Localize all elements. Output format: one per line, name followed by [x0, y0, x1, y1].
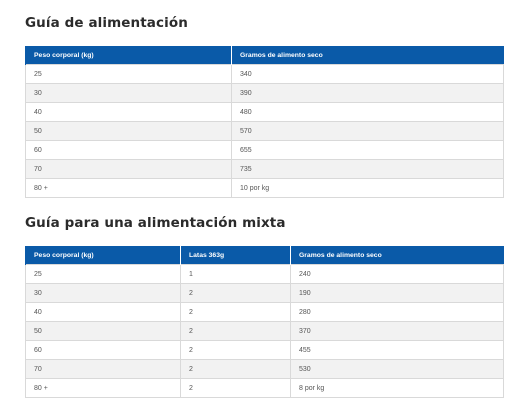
weight-cell: 25 — [25, 64, 232, 84]
weight-cell: 70 — [25, 359, 181, 379]
table-header-row: Peso corporal (kg) Gramos de alimento se… — [25, 46, 504, 65]
weight-cell: 30 — [25, 83, 232, 103]
column-header-cans: Latas 363g — [180, 246, 291, 265]
table-row: 40 2 280 — [25, 302, 504, 322]
feeding-guide-title: Guía de alimentación — [25, 15, 188, 31]
table-row: 60 2 455 — [25, 340, 504, 360]
dry-food-cell: 655 — [231, 140, 504, 160]
table-row: 50 570 — [25, 121, 504, 141]
cans-cell: 2 — [180, 321, 291, 341]
dry-food-cell: 240 — [290, 264, 504, 284]
feeding-guide-table: Peso corporal (kg) Gramos de alimento se… — [25, 46, 504, 198]
dry-food-cell: 390 — [231, 83, 504, 103]
weight-cell: 30 — [25, 283, 181, 303]
weight-cell: 25 — [25, 264, 181, 284]
weight-cell: 40 — [25, 102, 232, 122]
dry-food-cell: 455 — [290, 340, 504, 360]
weight-cell: 70 — [25, 159, 232, 179]
weight-cell: 60 — [25, 140, 232, 160]
dry-food-cell: 480 — [231, 102, 504, 122]
table-row: 30 390 — [25, 83, 504, 103]
dry-food-cell: 8 por kg — [290, 378, 504, 398]
mixed-guide-table: Peso corporal (kg) Latas 363g Gramos de … — [25, 246, 504, 398]
weight-cell: 80 + — [25, 178, 232, 198]
dry-food-cell: 570 — [231, 121, 504, 141]
dry-food-cell: 280 — [290, 302, 504, 322]
weight-cell: 50 — [25, 121, 232, 141]
dry-food-cell: 190 — [290, 283, 504, 303]
dry-food-cell: 340 — [231, 64, 504, 84]
cans-cell: 2 — [180, 359, 291, 379]
cans-cell: 2 — [180, 340, 291, 360]
column-header-dry-food: Gramos de alimento seco — [231, 46, 504, 65]
table-row: 25 1 240 — [25, 264, 504, 284]
dry-food-cell: 735 — [231, 159, 504, 179]
table-row: 70 2 530 — [25, 359, 504, 379]
cans-cell: 2 — [180, 302, 291, 322]
cans-cell: 2 — [180, 283, 291, 303]
column-header-weight: Peso corporal (kg) — [25, 46, 232, 65]
table-row: 80 + 2 8 por kg — [25, 378, 504, 398]
cans-cell: 1 — [180, 264, 291, 284]
weight-cell: 80 + — [25, 378, 181, 398]
table-row: 30 2 190 — [25, 283, 504, 303]
table-header-row: Peso corporal (kg) Latas 363g Gramos de … — [25, 246, 504, 265]
dry-food-cell: 10 por kg — [231, 178, 504, 198]
table-row: 25 340 — [25, 64, 504, 84]
table-row: 80 + 10 por kg — [25, 178, 504, 198]
column-header-weight: Peso corporal (kg) — [25, 246, 181, 265]
mixed-guide-title: Guía para una alimentación mixta — [25, 215, 286, 231]
table-row: 50 2 370 — [25, 321, 504, 341]
cans-cell: 2 — [180, 378, 291, 398]
weight-cell: 60 — [25, 340, 181, 360]
table-row: 40 480 — [25, 102, 504, 122]
dry-food-cell: 370 — [290, 321, 504, 341]
weight-cell: 50 — [25, 321, 181, 341]
table-row: 70 735 — [25, 159, 504, 179]
weight-cell: 40 — [25, 302, 181, 322]
column-header-dry-food: Gramos de alimento seco — [290, 246, 504, 265]
table-row: 60 655 — [25, 140, 504, 160]
dry-food-cell: 530 — [290, 359, 504, 379]
